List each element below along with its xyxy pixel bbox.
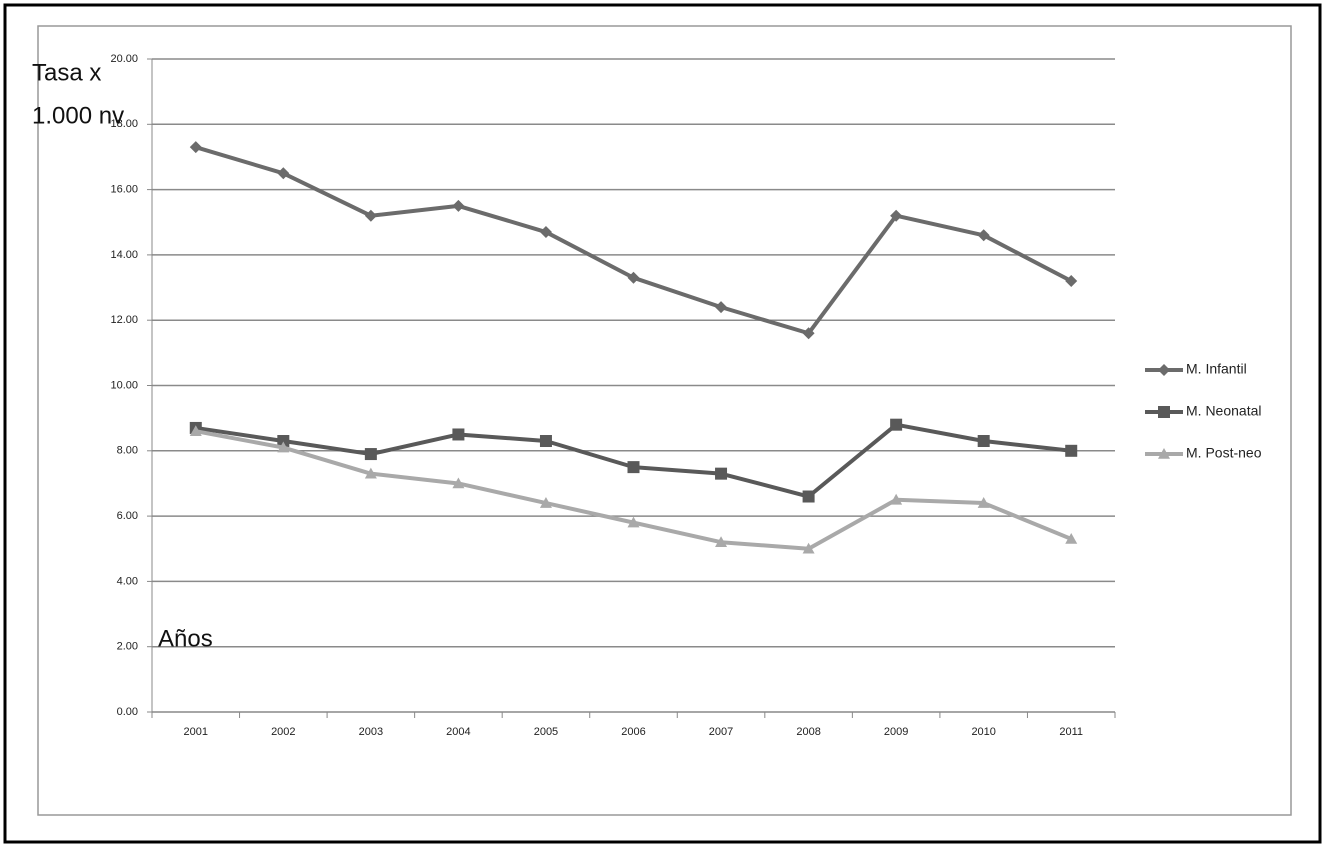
chart-area-border	[37, 25, 1292, 816]
marker	[1065, 444, 1078, 457]
marker	[715, 536, 728, 548]
marker	[977, 497, 990, 508]
y-tick-label: 14.00	[110, 249, 138, 261]
marker	[189, 141, 202, 154]
series-line	[195, 145, 1073, 336]
y-tick-label: 10.00	[110, 379, 138, 391]
marker	[277, 435, 290, 448]
marker	[890, 418, 903, 431]
marker	[1065, 532, 1078, 544]
x-tick-label: 2011	[1059, 726, 1083, 738]
y-tick-label: 4.00	[117, 575, 138, 587]
marker	[277, 167, 290, 180]
x-tick-label: 2006	[621, 726, 645, 738]
marker	[890, 493, 903, 505]
x-axis-label: Años	[158, 625, 213, 652]
legend-label: M. Neonatal	[1186, 403, 1261, 419]
y-tick-label: 18.00	[110, 118, 138, 130]
y-tick-label: 2.00	[117, 641, 138, 653]
legend-label: M. Post-neo	[1186, 445, 1262, 461]
x-tick-label: 2010	[971, 726, 995, 738]
x-tick-label: 2005	[534, 726, 558, 738]
marker	[452, 199, 465, 212]
marker	[627, 461, 640, 474]
marker	[189, 425, 202, 437]
y-axis-label: 1.000 nv	[32, 102, 124, 129]
y-tick-label: 0.00	[117, 706, 138, 718]
y-tick-label: 20.00	[110, 53, 138, 65]
plot: 0.00 2.00 4.00 6.00 8.00 10.00 12.00 14.00 16.00…	[110, 53, 1261, 738]
marker	[977, 229, 990, 242]
marker	[802, 490, 815, 503]
x-tick-label: 2001	[184, 726, 208, 738]
marker	[539, 226, 552, 239]
marker	[539, 497, 552, 508]
marker	[539, 435, 552, 448]
y-tick-label: 8.00	[117, 445, 138, 457]
legend-marker	[1158, 448, 1170, 459]
marker	[715, 301, 728, 314]
marker	[627, 271, 640, 284]
legend-marker	[1158, 406, 1170, 418]
y-tick-label: 6.00	[117, 510, 138, 522]
marker	[277, 441, 290, 453]
x-tick-label: 2007	[709, 726, 733, 738]
marker	[452, 477, 465, 489]
marker	[802, 327, 815, 340]
x-tick-label: 2008	[796, 726, 820, 738]
marker	[1065, 275, 1078, 288]
marker	[890, 209, 903, 222]
marker	[364, 448, 377, 461]
marker	[364, 467, 377, 479]
x-tick-label: 2009	[884, 726, 908, 738]
x-tick-label: 2003	[359, 726, 383, 738]
y-tick-label: 12.00	[110, 314, 138, 326]
marker	[364, 209, 377, 222]
legend-label: M. Infantil	[1186, 361, 1247, 377]
marker	[627, 516, 640, 528]
outer-frame	[3, 3, 1322, 844]
legend-marker	[1158, 364, 1170, 376]
y-axis-label: Tasa x	[32, 59, 101, 86]
marker	[802, 542, 815, 554]
marker	[452, 428, 465, 441]
x-tick-label: 2004	[446, 726, 470, 738]
y-tick-label: 16.00	[110, 184, 138, 196]
x-tick-label: 2002	[271, 726, 295, 738]
marker	[715, 467, 728, 480]
marker	[977, 435, 990, 448]
